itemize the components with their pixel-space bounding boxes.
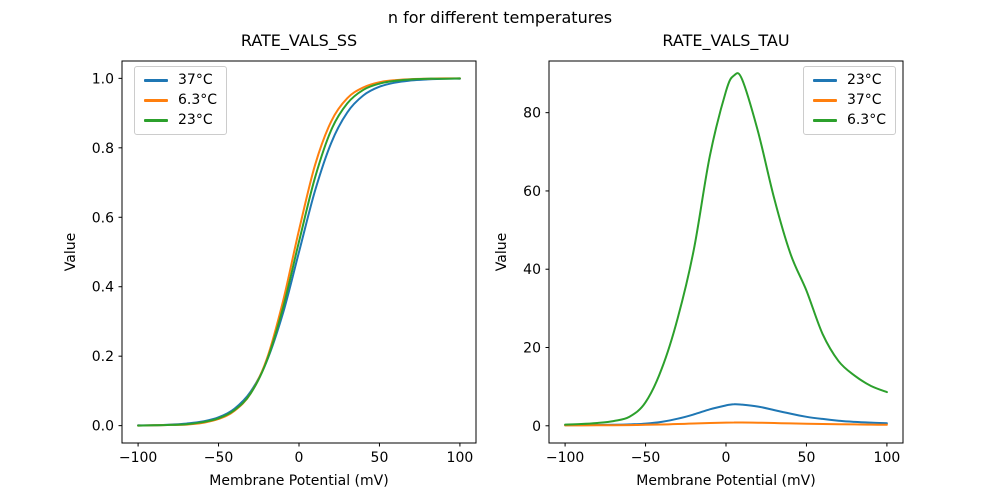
x-tick-label: 100	[874, 450, 901, 466]
y-tick-label: 0.8	[92, 141, 114, 157]
legend-label: 37°C	[846, 92, 882, 108]
y-tick-label: 0.0	[92, 419, 114, 435]
y-tick-label: 0.6	[92, 210, 114, 226]
y-tick-label: 60	[523, 184, 541, 200]
y-tick-label: 80	[523, 106, 541, 122]
legend-label: 6.3°C	[846, 112, 886, 128]
x-tick-label: −50	[204, 450, 234, 466]
legend-entry: 37°C	[812, 92, 886, 108]
y-tick-label: 40	[523, 262, 541, 278]
legend-line-swatch	[144, 79, 168, 82]
right-chart: −100 −50 0 50 100 0 20 40 60 80	[523, 60, 904, 466]
legend-line-swatch	[812, 99, 837, 102]
left-chart-title: RATE_VALS_SS	[240, 31, 358, 50]
legend-line-swatch	[812, 119, 837, 122]
x-tick-label: 0	[295, 450, 304, 466]
series-line-6.3°C	[564, 72, 888, 426]
axes-spines	[121, 60, 477, 444]
series-line-37°C	[564, 421, 888, 427]
y-tick-label: 1.0	[92, 71, 114, 87]
legend-label: 23°C	[846, 72, 882, 88]
y-tick-label: 0.2	[92, 349, 114, 365]
figure-suptitle: n for different temperatures	[387, 8, 613, 27]
x-tick-label: −100	[546, 450, 584, 466]
x-tick-label: −100	[119, 450, 157, 466]
left-legend: 37°C 6.3°C 23°C	[134, 66, 228, 135]
x-tick-label: 0	[722, 450, 731, 466]
left-yaxis-label: Value	[63, 232, 79, 272]
legend-entry: 23°C	[812, 72, 886, 88]
x-tick-label: 50	[371, 450, 389, 466]
legend-entry: 37°C	[144, 73, 217, 88]
axes-spines	[548, 60, 904, 444]
series-line-23°C	[137, 77, 461, 427]
x-tick-label: 50	[798, 450, 816, 466]
right-chart-title: RATE_VALS_TAU	[662, 31, 790, 50]
y-tick-label: 0	[532, 419, 541, 435]
y-tick-label: 0.4	[92, 280, 114, 296]
legend-entry: 6.3°C	[144, 93, 217, 108]
x-tick-label: −50	[631, 450, 661, 466]
right-xaxis-label: Membrane Potential (mV)	[636, 473, 816, 489]
right-yaxis-label: Value	[494, 232, 510, 272]
x-tick-label: 100	[447, 450, 474, 466]
legend-label: 6.3°C	[178, 92, 218, 108]
legend-line-swatch	[144, 119, 168, 122]
left-xaxis-label: Membrane Potential (mV)	[209, 473, 389, 489]
legend-line-swatch	[144, 99, 168, 102]
left-chart: −100 −50 0 50 100 0.0 0.2 0.4 0.6 0.8 1.0	[92, 60, 477, 466]
y-tick-label: 20	[523, 341, 541, 357]
right-legend: 23°C 37°C 6.3°C	[802, 66, 896, 135]
legend-label: 37°C	[178, 72, 213, 88]
legend-entry: 23°C	[144, 113, 217, 128]
legend-line-swatch	[812, 79, 837, 82]
legend-entry: 6.3°C	[812, 112, 886, 128]
legend-label: 23°C	[178, 112, 213, 128]
